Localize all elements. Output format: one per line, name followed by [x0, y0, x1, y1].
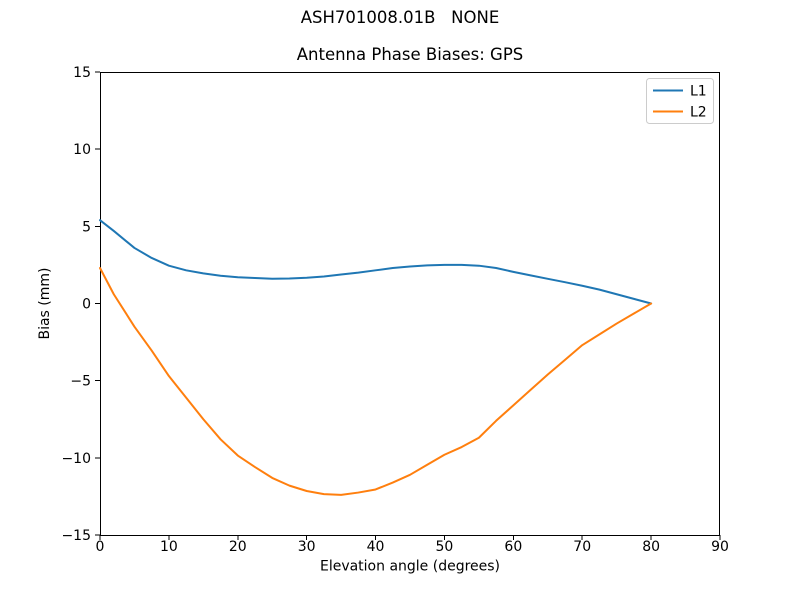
legend-l2-label: L2	[690, 105, 707, 121]
series-lines	[99, 219, 653, 496]
y-tick-label: −15	[61, 528, 91, 544]
y-tick-label: −10	[61, 451, 91, 467]
l1-line	[99, 219, 653, 305]
y-tick-label: 5	[82, 219, 91, 235]
legend: L1 L2	[646, 78, 714, 124]
x-axis-label: Elevation angle (degrees)	[320, 559, 500, 575]
x-tick-label: 90	[711, 539, 729, 555]
x-tick-label: 50	[436, 539, 454, 555]
x-tick-label: 0	[96, 539, 105, 555]
plot-frame	[100, 72, 720, 536]
legend-l1-label: L1	[690, 84, 707, 100]
x-tick-label: 60	[504, 539, 522, 555]
x-tick-label: 80	[642, 539, 660, 555]
chart-title: Antenna Phase Biases: GPS	[297, 45, 524, 64]
y-axis-label: Bias (mm)	[37, 267, 53, 339]
l2-line	[99, 267, 653, 496]
y-axis-ticks: −15 −10 −5 0 5 10 15	[61, 65, 100, 544]
x-tick-label: 10	[160, 539, 178, 555]
x-axis-ticks: 0 10 20 30 40 50 60 70 80 90	[96, 535, 729, 555]
y-tick-label: 10	[73, 142, 91, 158]
y-tick-label: 0	[82, 297, 91, 313]
y-tick-label: 15	[73, 65, 91, 81]
figure-title: ASH701008.01B NONE	[301, 8, 500, 27]
x-tick-label: 20	[229, 539, 247, 555]
x-tick-label: 30	[298, 539, 316, 555]
x-tick-label: 40	[367, 539, 385, 555]
y-tick-label: −5	[70, 374, 91, 390]
x-tick-label: 70	[573, 539, 591, 555]
